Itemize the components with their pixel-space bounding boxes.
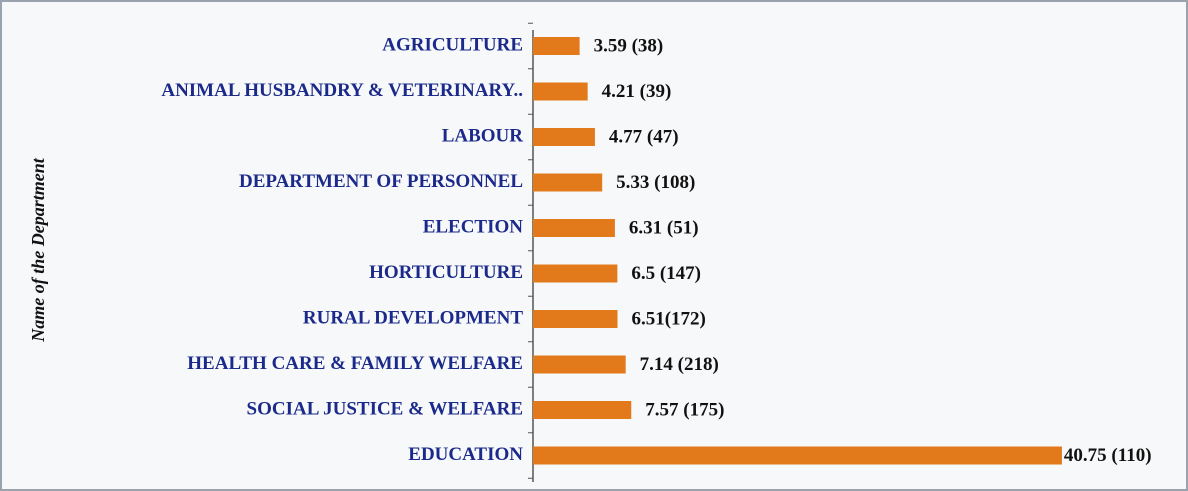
value-label: 40.75 (110) bbox=[1064, 445, 1152, 466]
value-label: 6.31 (51) bbox=[629, 217, 699, 238]
value-label: 4.77 (47) bbox=[609, 126, 679, 147]
bar bbox=[533, 82, 588, 101]
bar bbox=[533, 310, 618, 328]
category-label: ANIMAL HUSBANDRY & VETERINARY.. bbox=[161, 80, 523, 101]
bar bbox=[533, 219, 615, 237]
y-axis-label: Name of the Department bbox=[28, 157, 48, 342]
bar bbox=[533, 264, 618, 283]
bar bbox=[533, 128, 595, 146]
value-label: 7.14 (218) bbox=[640, 354, 719, 375]
bar bbox=[533, 37, 580, 55]
value-label: 3.59 (38) bbox=[594, 35, 664, 56]
value-label: 4.21 (39) bbox=[602, 81, 672, 102]
category-label: LABOUR bbox=[442, 125, 524, 146]
category-label: DEPARTMENT OF PERSONNEL bbox=[239, 171, 523, 192]
bar bbox=[533, 446, 1062, 465]
category-label: HEALTH CARE & FAMILY WELFARE bbox=[187, 353, 523, 374]
value-label: 7.57 (175) bbox=[645, 399, 724, 420]
category-label: EDUCATION bbox=[408, 444, 523, 465]
category-label: AGRICULTURE bbox=[382, 34, 523, 55]
bar bbox=[533, 401, 632, 419]
value-label: 6.51(172) bbox=[631, 308, 705, 329]
bar bbox=[533, 355, 626, 374]
value-label: 5.33 (108) bbox=[616, 172, 695, 193]
value-label: 6.5 (147) bbox=[631, 263, 701, 284]
category-label: RURAL DEVELOPMENT bbox=[303, 307, 523, 328]
bar bbox=[533, 173, 603, 192]
category-label: HORTICULTURE bbox=[369, 262, 523, 283]
category-label: SOCIAL JUSTICE & WELFARE bbox=[247, 398, 523, 419]
category-label: ELECTION bbox=[423, 216, 524, 237]
